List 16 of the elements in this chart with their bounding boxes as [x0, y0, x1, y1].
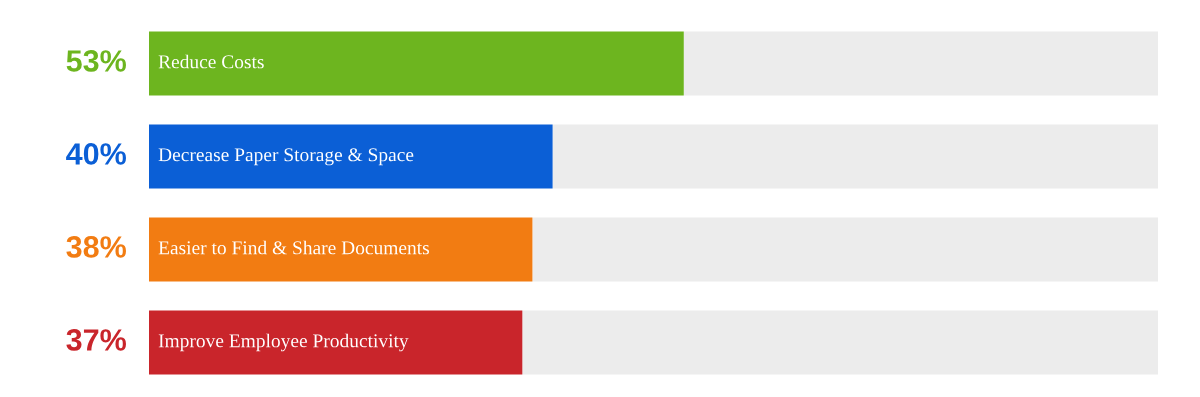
- y-tick-label: Easier to Find & Share Documents: [158, 240, 430, 255]
- bar: [149, 124, 553, 189]
- y-tick-label: Reduce Costs: [158, 54, 264, 69]
- data-label: 37%: [66, 329, 126, 351]
- y-tick-label: Decrease Paper Storage & Space: [158, 148, 414, 166]
- y-tick-label: Improve Employee Productivity: [158, 333, 409, 352]
- bar: [149, 31, 684, 96]
- bar: [683, 31, 1158, 96]
- bar: [532, 217, 1158, 282]
- data-label: 53%: [66, 50, 126, 72]
- bar: [552, 124, 1158, 189]
- bar: [149, 310, 523, 375]
- bar: [522, 310, 1158, 375]
- data-label: 40%: [66, 143, 126, 165]
- bar: [149, 217, 533, 282]
- data-label: 38%: [66, 236, 126, 258]
